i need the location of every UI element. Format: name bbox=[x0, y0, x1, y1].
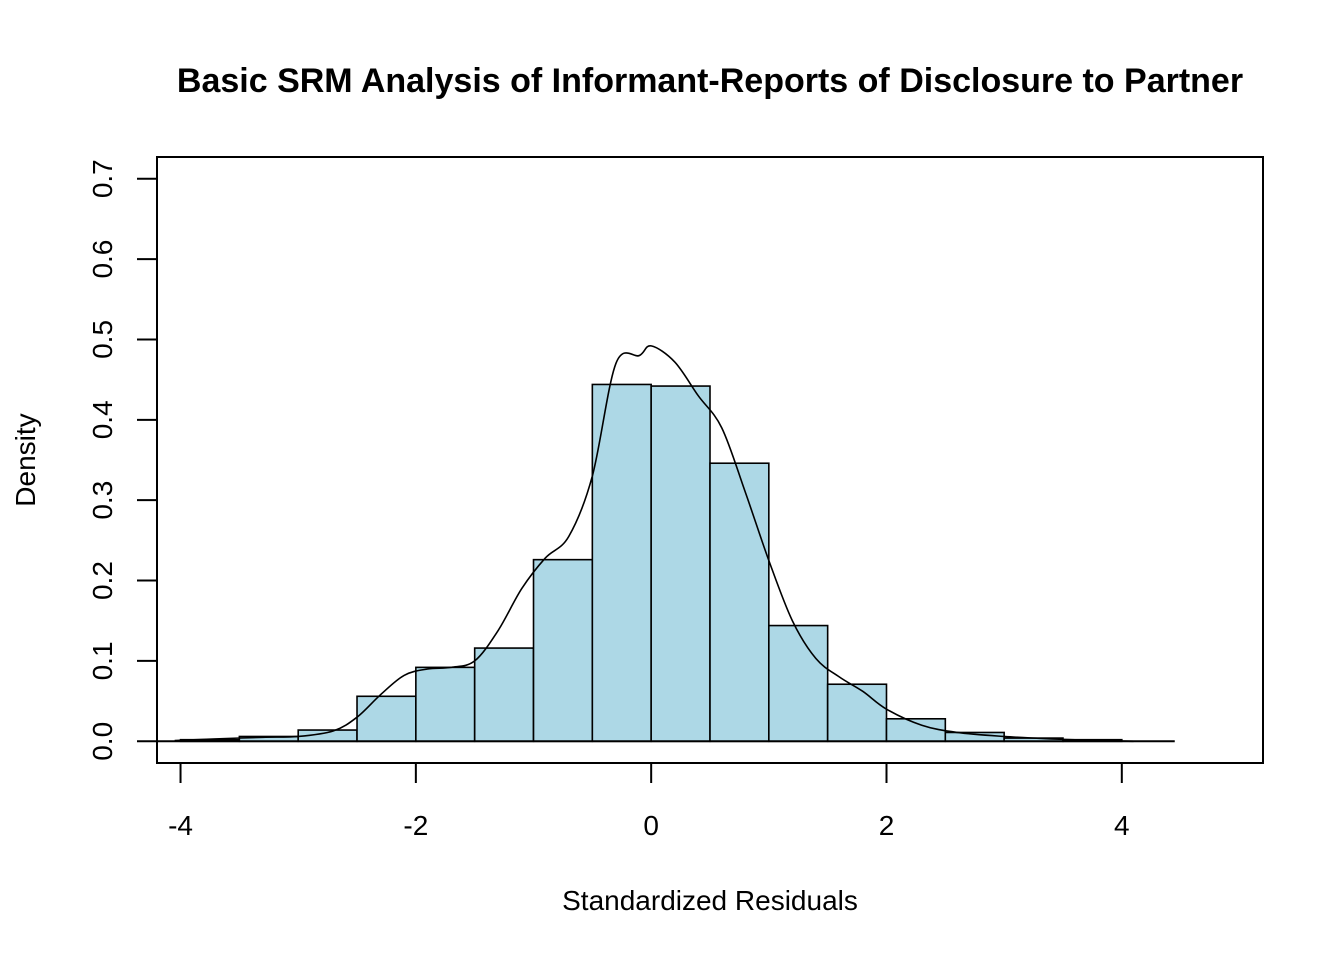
x-axis-label: Standardized Residuals bbox=[562, 885, 858, 916]
histogram-bar-11 bbox=[826, 683, 888, 743]
y-tick-label: 0.2 bbox=[87, 561, 118, 600]
density-curve bbox=[174, 345, 1134, 743]
x-tick-label: -2 bbox=[403, 810, 428, 841]
x-tick-label: 4 bbox=[1114, 810, 1130, 841]
histogram-bar-4 bbox=[415, 666, 476, 743]
histogram-bar-3 bbox=[356, 695, 417, 743]
y-tick-label: 0.6 bbox=[87, 240, 118, 279]
y-tick-label: 0.0 bbox=[87, 722, 118, 761]
histogram-bar-10 bbox=[768, 624, 829, 743]
y-tick-label: 0.1 bbox=[87, 641, 118, 680]
y-axis: 0.0 0.1 0.2 0.3 0.4 0.5 0.6 0.7 bbox=[87, 159, 158, 761]
y-tick-label: 0.3 bbox=[87, 481, 118, 520]
y-axis-label: Density bbox=[10, 413, 41, 506]
histogram-bar-12 bbox=[885, 717, 947, 743]
x-tick-label: 0 bbox=[643, 810, 659, 841]
chart-title: Basic SRM Analysis of Informant-Reports … bbox=[177, 62, 1243, 100]
histogram-bar-7 bbox=[591, 383, 652, 743]
x-axis: -4 -2 0 2 4 bbox=[168, 762, 1130, 841]
histogram-bars bbox=[179, 383, 1123, 743]
x-tick-label: 2 bbox=[879, 810, 895, 841]
histogram-bar-9 bbox=[709, 462, 770, 743]
x-tick-label: -4 bbox=[168, 810, 193, 841]
y-tick-label: 0.7 bbox=[87, 159, 118, 198]
histogram-bar-8 bbox=[650, 385, 711, 743]
y-tick-label: 0.5 bbox=[87, 320, 118, 359]
histogram-bar-6 bbox=[532, 558, 594, 743]
y-tick-label: 0.4 bbox=[87, 400, 118, 439]
histogram-bar-5 bbox=[473, 647, 535, 743]
